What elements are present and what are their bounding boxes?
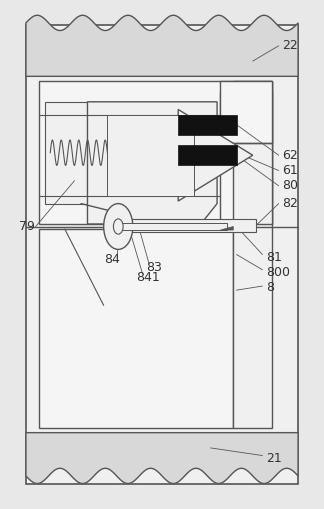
Text: 800: 800 xyxy=(266,266,290,279)
Text: 61: 61 xyxy=(282,164,298,177)
Bar xyxy=(45,102,117,204)
Bar xyxy=(107,219,256,232)
Bar xyxy=(178,115,237,135)
PathPatch shape xyxy=(26,433,298,484)
Bar xyxy=(39,81,272,224)
Bar xyxy=(178,145,237,165)
Polygon shape xyxy=(107,115,194,196)
Text: 82: 82 xyxy=(282,197,298,210)
Bar xyxy=(233,81,272,428)
Circle shape xyxy=(104,204,133,249)
Text: 22: 22 xyxy=(282,39,298,52)
Text: 841: 841 xyxy=(136,271,160,284)
Bar xyxy=(26,25,298,484)
Circle shape xyxy=(113,219,123,234)
Text: 79: 79 xyxy=(19,220,35,233)
Text: 21: 21 xyxy=(266,451,282,465)
PathPatch shape xyxy=(26,15,298,76)
Polygon shape xyxy=(87,102,217,224)
Polygon shape xyxy=(178,109,253,201)
Text: 8: 8 xyxy=(266,281,274,294)
Text: 80: 80 xyxy=(282,179,298,192)
Text: 83: 83 xyxy=(146,261,162,274)
Text: 81: 81 xyxy=(266,250,282,264)
Text: 84: 84 xyxy=(104,253,120,266)
Bar xyxy=(220,81,272,143)
Polygon shape xyxy=(220,227,233,230)
Bar xyxy=(220,92,272,224)
Bar xyxy=(120,223,227,230)
Bar xyxy=(39,229,233,428)
Text: 62: 62 xyxy=(282,149,298,162)
